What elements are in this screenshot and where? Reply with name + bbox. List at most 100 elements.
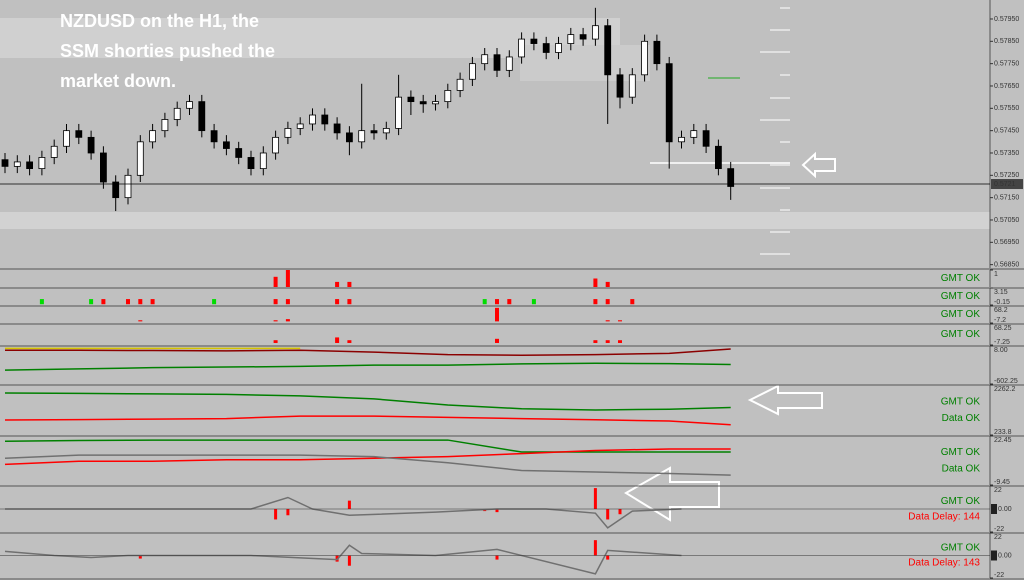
candle-body bbox=[432, 101, 439, 105]
bar bbox=[347, 555, 351, 566]
bar bbox=[593, 540, 597, 556]
bar bbox=[495, 299, 499, 305]
candle-body bbox=[247, 157, 255, 170]
bar bbox=[593, 278, 598, 287]
status-label: GMT OK bbox=[941, 291, 981, 302]
candle-body bbox=[456, 78, 464, 91]
bar bbox=[605, 281, 610, 287]
candle-body bbox=[124, 174, 132, 199]
series-line bbox=[4, 392, 731, 411]
series-line bbox=[4, 362, 731, 371]
status-label: Data Delay: 144 bbox=[908, 511, 980, 522]
bar bbox=[335, 299, 340, 305]
candle-body bbox=[419, 101, 427, 105]
bar bbox=[285, 299, 290, 305]
bar bbox=[605, 320, 610, 322]
candle-body bbox=[665, 63, 673, 143]
bar bbox=[507, 299, 512, 305]
annotation: NZDUSD on the H1, the bbox=[60, 11, 259, 31]
last-value-box bbox=[991, 550, 997, 561]
y-tick-label: -7.2 bbox=[994, 317, 1006, 324]
y-tick-label: 0.56950 bbox=[994, 239, 1019, 246]
candle-body bbox=[358, 130, 366, 143]
candle-body bbox=[653, 40, 661, 65]
candle-body bbox=[87, 136, 95, 154]
y-tick-label: 8.00 bbox=[994, 347, 1008, 354]
arrow bbox=[624, 466, 720, 522]
candle-body bbox=[407, 96, 415, 103]
y-tick-label: 0.57850 bbox=[994, 38, 1019, 45]
candle-body bbox=[567, 34, 575, 44]
candle-body bbox=[309, 114, 316, 125]
y-tick-label: 1 bbox=[994, 271, 998, 278]
zone bbox=[520, 45, 650, 81]
y-tick-label: -0.15 bbox=[994, 299, 1010, 306]
bar bbox=[286, 509, 290, 516]
candle-body bbox=[296, 123, 304, 129]
bar bbox=[335, 281, 340, 287]
last-value-box bbox=[991, 504, 997, 514]
bar bbox=[495, 338, 499, 343]
status-label: GMT OK bbox=[941, 447, 981, 458]
candle-body bbox=[628, 74, 636, 98]
level-marks bbox=[760, 7, 790, 255]
status-label: GMT OK bbox=[941, 273, 981, 284]
series-line bbox=[5, 496, 682, 529]
candle-body bbox=[284, 128, 292, 138]
candle-body bbox=[50, 145, 58, 158]
candle-body bbox=[38, 157, 46, 170]
candle-body bbox=[222, 141, 230, 149]
last-price-box bbox=[991, 179, 1023, 190]
y-tick-label: 0.57650 bbox=[994, 83, 1019, 90]
status-label: GMT OK bbox=[941, 329, 981, 340]
y-tick-label: -602.25 bbox=[994, 378, 1018, 385]
bar bbox=[630, 299, 635, 305]
last-price-label: 0.5721 bbox=[994, 181, 1016, 188]
bar bbox=[495, 307, 499, 322]
candle-body bbox=[468, 63, 476, 80]
candle-body bbox=[198, 101, 206, 132]
candle-body bbox=[641, 40, 648, 76]
status-label: GMT OK bbox=[941, 543, 981, 554]
zone bbox=[0, 212, 990, 229]
candle-body bbox=[518, 38, 525, 58]
candle-body bbox=[173, 107, 181, 120]
candle-body bbox=[321, 114, 329, 125]
bar bbox=[593, 299, 598, 305]
candle-body bbox=[370, 130, 378, 134]
series-line bbox=[4, 439, 731, 453]
bar bbox=[138, 320, 143, 322]
bar bbox=[89, 299, 94, 305]
candle-body bbox=[112, 181, 120, 199]
bar bbox=[347, 281, 352, 287]
candle-body bbox=[1, 159, 9, 167]
annotation: SSM shorties pushed the bbox=[60, 41, 275, 61]
candle-body bbox=[555, 43, 562, 53]
bar bbox=[126, 299, 130, 305]
series-line bbox=[4, 544, 682, 575]
bar bbox=[482, 299, 487, 305]
bar bbox=[274, 509, 278, 520]
candle-body bbox=[333, 123, 341, 134]
bar bbox=[605, 299, 610, 305]
candle-body bbox=[702, 130, 710, 147]
candle-body bbox=[26, 161, 34, 170]
status-label: GMT OK bbox=[941, 396, 981, 407]
y-tick-label: 0.57950 bbox=[994, 16, 1019, 23]
candle-body bbox=[727, 168, 735, 187]
y-tick-label: 68.25 bbox=[994, 325, 1012, 332]
candle-body bbox=[272, 136, 280, 154]
candle-body bbox=[161, 119, 169, 132]
y-tick-label: 68.2 bbox=[994, 307, 1008, 314]
candle-body bbox=[345, 132, 353, 143]
series-line bbox=[4, 448, 731, 466]
bar bbox=[495, 555, 499, 560]
status-label: Data OK bbox=[942, 413, 981, 424]
y-tick-label: 2262.2 bbox=[994, 386, 1016, 393]
candle-body bbox=[100, 152, 107, 183]
bar bbox=[273, 340, 278, 343]
bar bbox=[618, 509, 622, 515]
y-tick-label: 0.57150 bbox=[994, 194, 1019, 201]
bar bbox=[495, 509, 499, 513]
